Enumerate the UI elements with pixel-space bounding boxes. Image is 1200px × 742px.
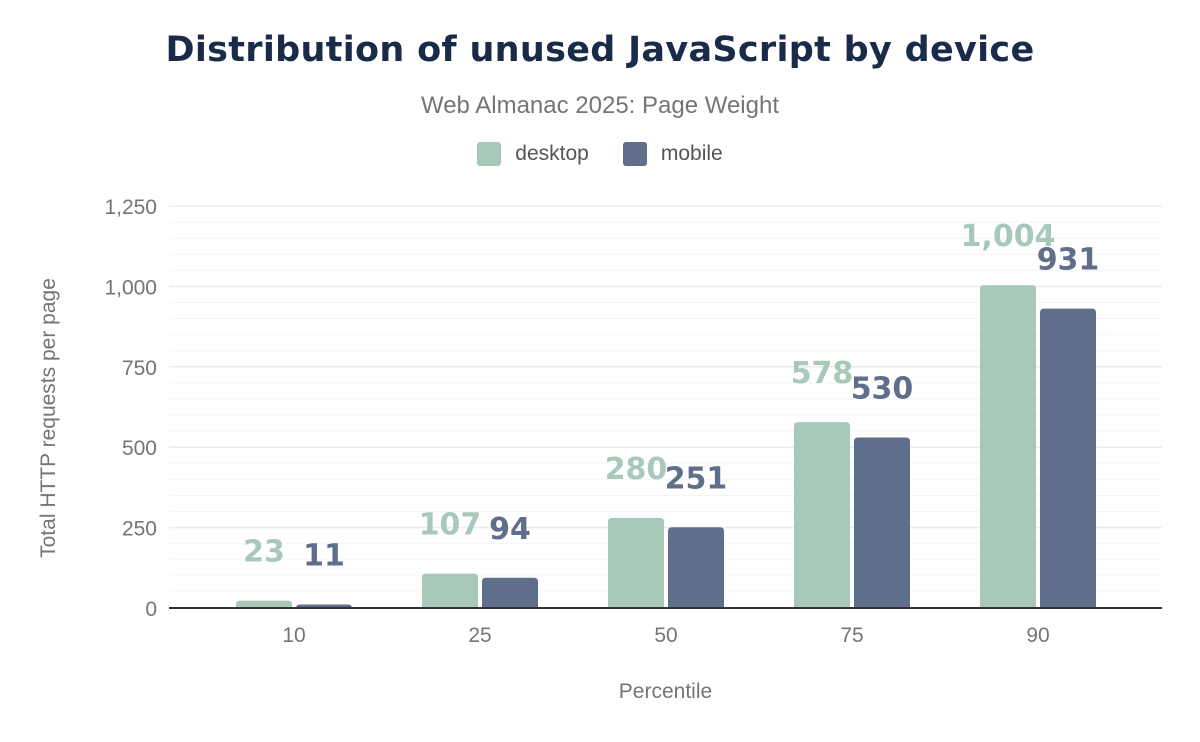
bar-desktop — [980, 285, 1036, 608]
legend-label-desktop: desktop — [515, 142, 589, 165]
x-tick-label: 50 — [654, 624, 677, 647]
bar-desktop — [236, 600, 292, 608]
x-tick-label: 75 — [840, 624, 863, 647]
bar-mobile — [854, 437, 910, 608]
data-label-mobile: 931 — [1037, 243, 1100, 278]
data-label-mobile: 11 — [303, 538, 345, 573]
legend-item-mobile[interactable]: mobile — [622, 142, 723, 166]
bar-mobile — [482, 577, 538, 608]
chart-subtitle: Web Almanac 2025: Page Weight — [420, 92, 779, 119]
bar-mobile — [1040, 308, 1096, 608]
data-label-desktop: 1,004 — [961, 219, 1056, 254]
legend-label-mobile: mobile — [660, 142, 723, 165]
bar-desktop — [608, 517, 664, 608]
y-tick-label: 500 — [122, 437, 157, 460]
x-tick-label: 90 — [1026, 624, 1049, 647]
data-label-desktop: 23 — [243, 535, 285, 570]
legend-swatch-desktop — [477, 142, 502, 166]
legend: desktop mobile — [0, 142, 1200, 166]
data-label-mobile: 530 — [851, 372, 914, 407]
bar-desktop — [794, 422, 850, 608]
x-tick-label: 25 — [468, 624, 491, 647]
y-axis-title: Total HTTP requests per page — [37, 278, 60, 558]
y-tick-label: 750 — [122, 357, 157, 380]
x-axis-title: Percentile — [619, 680, 712, 703]
legend-swatch-mobile — [622, 142, 647, 166]
y-tick-label: 1,250 — [104, 196, 157, 219]
data-label-desktop: 578 — [791, 356, 854, 391]
y-tick-label: 250 — [122, 518, 157, 541]
chart-title: Distribution of unused JavaScript by dev… — [165, 30, 1035, 70]
data-label-desktop: 280 — [605, 452, 668, 487]
y-tick-label: 1,000 — [104, 276, 157, 299]
y-tick-label: 0 — [145, 598, 157, 621]
x-tick-label: 10 — [282, 624, 305, 647]
data-label-mobile: 94 — [489, 512, 531, 547]
legend-item-desktop[interactable]: desktop — [477, 142, 589, 166]
data-label-mobile: 251 — [665, 461, 728, 496]
bar-mobile — [668, 527, 724, 608]
bar-desktop — [422, 573, 478, 608]
data-label-desktop: 107 — [419, 508, 482, 543]
